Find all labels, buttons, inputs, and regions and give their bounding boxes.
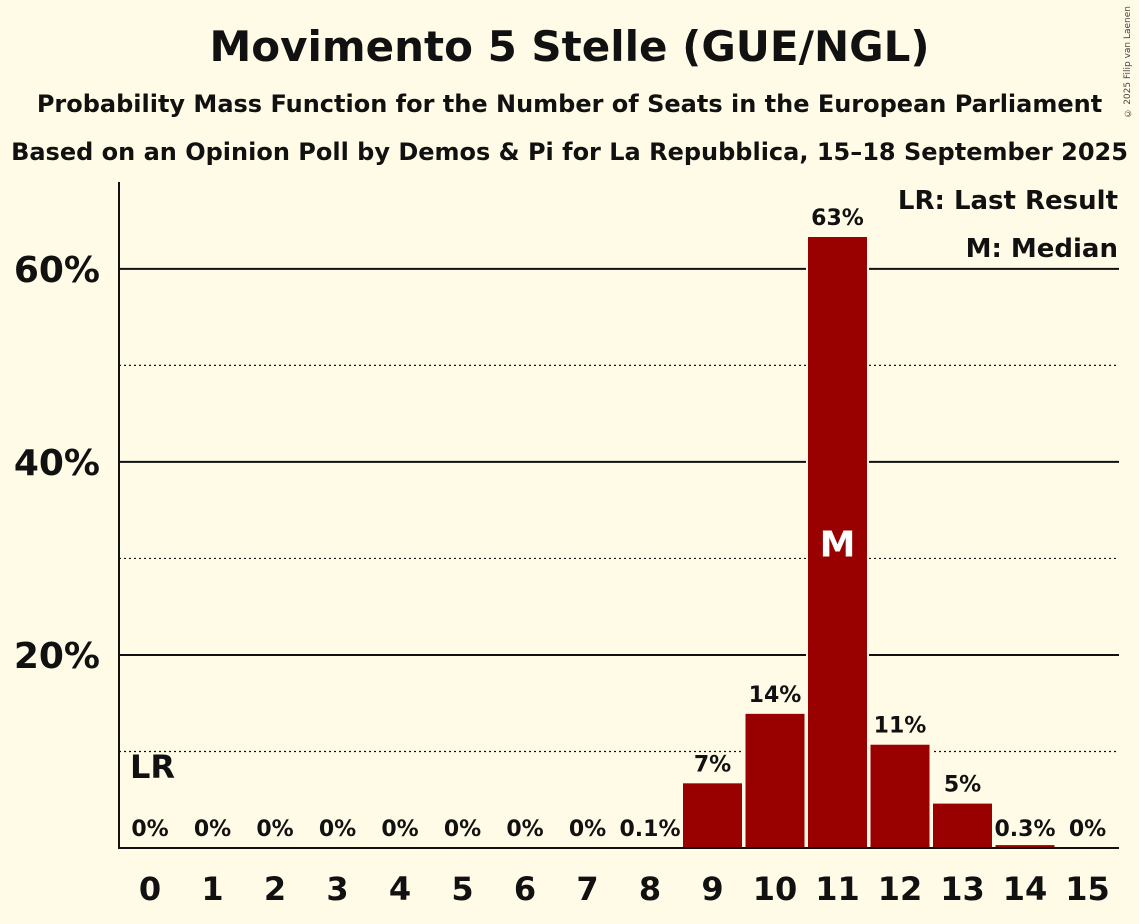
value-label: 0% (256, 817, 293, 842)
bar (995, 845, 1055, 848)
value-label: 0% (319, 817, 356, 842)
bar (683, 783, 742, 848)
x-tick-label: 2 (264, 870, 286, 908)
x-tick-label: 10 (753, 870, 798, 908)
x-tick-label: 11 (815, 870, 860, 908)
x-tick-label: 0 (139, 870, 161, 908)
chart-source: Based on an Opinion Poll by Demos & Pi f… (11, 138, 1128, 166)
median-marker: M (820, 525, 856, 566)
legend-background (930, 224, 1120, 256)
x-tick-label: 9 (701, 870, 723, 908)
value-label: 0% (444, 817, 481, 842)
legend-entry: LR: Last Result (898, 186, 1118, 216)
value-label: 5% (944, 773, 981, 798)
x-tick-label: 8 (639, 870, 661, 908)
x-tick-label: 7 (576, 870, 598, 908)
value-label: 0% (194, 817, 231, 842)
x-tick-label: 4 (389, 870, 411, 908)
y-tick-label: 20% (14, 636, 100, 677)
value-label: 0% (131, 817, 168, 842)
last-result-marker: LR (130, 748, 175, 786)
y-tick-label: 40% (14, 443, 100, 484)
y-tick-label: 60% (14, 250, 100, 291)
value-label: 7% (694, 752, 731, 777)
x-tick-label: 15 (1065, 870, 1110, 908)
bar (933, 803, 992, 848)
value-label: 0% (506, 817, 543, 842)
value-label: 0.1% (619, 817, 680, 842)
bar (808, 237, 867, 848)
chart-title: Movimento 5 Stelle (GUE/NGL) (209, 22, 930, 71)
x-tick-label: 5 (451, 870, 473, 908)
value-label: 0% (569, 817, 606, 842)
value-label: 0.3% (994, 817, 1055, 842)
x-tick-label: 12 (878, 870, 923, 908)
bar-gap (618, 845, 682, 848)
value-label: 63% (811, 206, 864, 231)
x-tick-label: 13 (940, 870, 985, 908)
value-label: 11% (874, 714, 927, 739)
legend-entry: M: Median (966, 234, 1118, 264)
bar (870, 744, 930, 848)
value-label: 0% (1069, 817, 1106, 842)
bar (745, 713, 805, 848)
chart-subtitle: Probability Mass Function for the Number… (36, 90, 1103, 118)
x-tick-label: 6 (514, 870, 536, 908)
x-tick-label: 3 (326, 870, 348, 908)
x-tick-label: 1 (201, 870, 223, 908)
x-tick-label: 14 (1003, 870, 1048, 908)
value-label: 14% (749, 683, 802, 708)
value-label: 0% (381, 817, 418, 842)
legend-background (930, 176, 1120, 208)
